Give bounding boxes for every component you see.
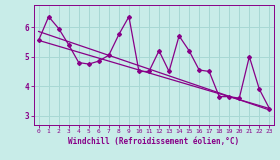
X-axis label: Windchill (Refroidissement éolien,°C): Windchill (Refroidissement éolien,°C) bbox=[68, 137, 240, 146]
